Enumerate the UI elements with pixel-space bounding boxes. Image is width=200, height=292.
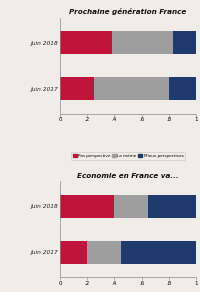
Bar <box>87 241 121 264</box>
Bar <box>121 241 196 264</box>
Bar <box>112 31 173 54</box>
Bar <box>60 31 112 54</box>
Title: Prochaine génération France: Prochaine génération France <box>69 8 187 15</box>
Bar <box>148 195 196 218</box>
Bar <box>173 31 196 54</box>
Bar <box>169 77 196 100</box>
Title: Economie en France va...: Economie en France va... <box>77 173 179 179</box>
Legend: Pas perspective, La même, Mieux perspectives: Pas perspective, La même, Mieux perspect… <box>71 152 185 160</box>
Bar <box>114 195 148 218</box>
Bar <box>60 77 94 100</box>
Bar <box>60 241 87 264</box>
Bar <box>60 195 114 218</box>
Bar <box>94 77 169 100</box>
